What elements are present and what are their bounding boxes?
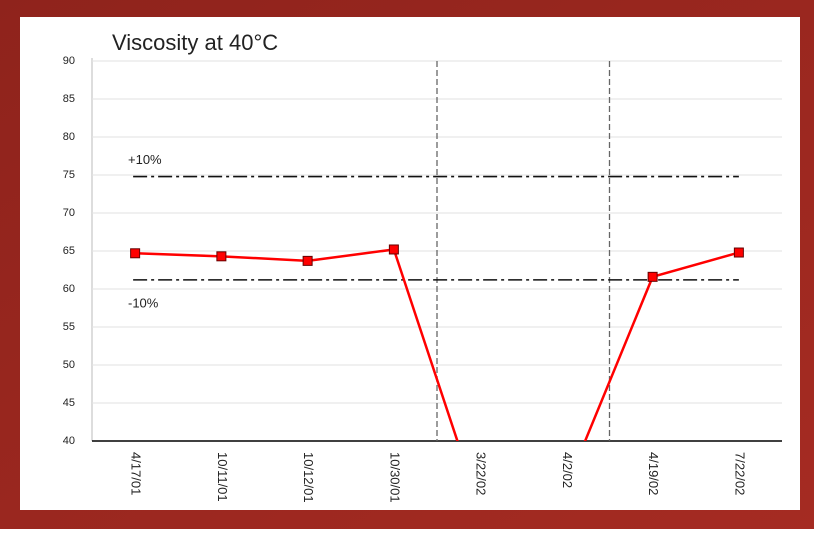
marker [733,247,744,258]
marker [388,244,399,255]
x-tick-label: 4/19/02 [646,452,661,495]
chart-title: Viscosity at 40°C [112,30,278,55]
x-tick-label: 10/30/01 [387,452,402,503]
x-tick-label: 10/11/01 [215,452,230,502]
marker [302,255,313,266]
y-tick-label: 45 [63,397,75,409]
y-tick-label: 80 [63,131,75,143]
x-tick-label: 4/17/01 [129,452,144,495]
marker [647,271,658,282]
reference-label: +10% [128,152,162,167]
y-tick-label: 55 [63,321,75,333]
y-tick-label: 60 [63,283,75,295]
series-line [135,248,740,441]
x-tick-label: 3/22/02 [474,452,489,495]
reference-label: -10% [128,295,159,310]
marker [216,251,227,262]
x-tick-label: 7/22/02 [732,452,747,495]
y-tick-label: 65 [63,245,75,257]
marker [130,248,141,259]
y-tick-label: 90 [63,55,75,67]
x-tick-label: 4/2/02 [560,452,575,488]
y-tick-label: 70 [63,207,75,219]
y-tick-label: 85 [63,93,75,105]
panel [20,17,800,510]
y-tick-label: 50 [63,359,75,371]
y-tick-label: 40 [63,435,75,447]
y-tick-label: 75 [63,169,75,181]
series [130,244,744,441]
x-tick-label: 10/12/01 [301,452,316,503]
